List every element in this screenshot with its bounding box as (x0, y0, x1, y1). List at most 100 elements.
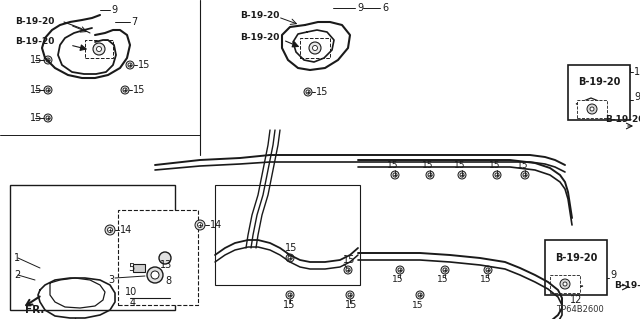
Text: B-19-20: B-19-20 (605, 115, 640, 124)
Text: 15: 15 (283, 300, 296, 310)
Circle shape (346, 268, 350, 272)
Circle shape (46, 58, 50, 62)
Text: 15: 15 (133, 85, 145, 95)
Circle shape (286, 254, 294, 262)
Circle shape (587, 104, 597, 114)
Text: 14: 14 (120, 225, 132, 235)
Text: 15: 15 (30, 55, 42, 65)
Text: 1: 1 (14, 253, 20, 263)
Circle shape (105, 225, 115, 235)
Bar (85, 40, 113, 58)
Text: 9: 9 (610, 270, 616, 280)
Text: B-19-20: B-19-20 (15, 38, 54, 47)
Bar (550, 275, 580, 293)
Circle shape (393, 173, 397, 177)
Circle shape (495, 173, 499, 177)
Bar (545, 240, 607, 295)
Circle shape (288, 293, 292, 297)
Text: 15: 15 (345, 300, 357, 310)
Circle shape (590, 107, 594, 111)
Circle shape (391, 171, 399, 179)
Text: 6: 6 (382, 3, 388, 13)
Bar (10, 185, 175, 310)
Circle shape (484, 266, 492, 274)
Circle shape (44, 86, 52, 94)
Text: 15: 15 (392, 276, 404, 285)
Circle shape (441, 266, 449, 274)
Text: 15: 15 (489, 160, 500, 169)
Circle shape (44, 56, 52, 64)
Bar (300, 38, 330, 58)
Text: 15: 15 (285, 243, 298, 253)
Text: B-19-20: B-19-20 (240, 11, 280, 19)
Text: FR.: FR. (25, 305, 44, 315)
Text: 15: 15 (412, 300, 424, 309)
Circle shape (523, 173, 527, 177)
Circle shape (126, 61, 134, 69)
Circle shape (428, 173, 432, 177)
Text: B-19-20: B-19-20 (614, 280, 640, 290)
Circle shape (418, 293, 422, 297)
Bar (118, 210, 198, 305)
Text: 15: 15 (480, 276, 492, 285)
Circle shape (398, 268, 402, 272)
Text: 7: 7 (131, 17, 137, 27)
Circle shape (416, 291, 424, 299)
Circle shape (426, 171, 434, 179)
Text: B-19-20: B-19-20 (240, 33, 280, 42)
Text: 3: 3 (108, 275, 114, 285)
Circle shape (309, 42, 321, 54)
Circle shape (44, 114, 52, 122)
Text: 9: 9 (357, 3, 363, 13)
Text: 13: 13 (160, 260, 172, 270)
Circle shape (123, 88, 127, 92)
Circle shape (443, 268, 447, 272)
Text: 2: 2 (14, 270, 20, 280)
Text: 10: 10 (125, 287, 137, 297)
Circle shape (128, 63, 132, 67)
Text: 15: 15 (422, 160, 434, 169)
Text: 15: 15 (517, 160, 529, 169)
Text: 9: 9 (111, 5, 117, 15)
Bar (568, 65, 630, 120)
Circle shape (348, 293, 352, 297)
Circle shape (563, 282, 567, 286)
Circle shape (493, 171, 501, 179)
Circle shape (286, 291, 294, 299)
Text: B-19-20: B-19-20 (578, 77, 620, 87)
Bar (577, 100, 607, 118)
Polygon shape (576, 98, 606, 112)
Text: 5: 5 (128, 263, 134, 273)
Circle shape (396, 266, 404, 274)
Circle shape (346, 291, 354, 299)
Text: 15: 15 (30, 85, 42, 95)
Circle shape (93, 43, 105, 55)
Circle shape (195, 220, 205, 230)
Circle shape (147, 267, 163, 283)
Circle shape (560, 279, 570, 289)
Bar (215, 185, 360, 285)
Polygon shape (553, 278, 583, 290)
Circle shape (458, 171, 466, 179)
Text: 12: 12 (570, 295, 582, 305)
Circle shape (306, 90, 310, 94)
Text: 15: 15 (343, 255, 355, 265)
Text: 15: 15 (454, 160, 466, 169)
Text: 9: 9 (634, 92, 640, 102)
Circle shape (460, 173, 464, 177)
Circle shape (159, 252, 171, 264)
Circle shape (121, 86, 129, 94)
Circle shape (108, 227, 113, 233)
Text: 14: 14 (210, 220, 222, 230)
Text: B-19-20: B-19-20 (15, 18, 54, 26)
Text: 15: 15 (138, 60, 150, 70)
Text: B-19-20: B-19-20 (555, 253, 597, 263)
Circle shape (46, 116, 50, 120)
Circle shape (344, 266, 352, 274)
Circle shape (486, 268, 490, 272)
Circle shape (97, 47, 102, 51)
Text: 8: 8 (165, 276, 171, 286)
Text: TP64B2600: TP64B2600 (556, 306, 604, 315)
Circle shape (521, 171, 529, 179)
Text: 15: 15 (437, 276, 449, 285)
